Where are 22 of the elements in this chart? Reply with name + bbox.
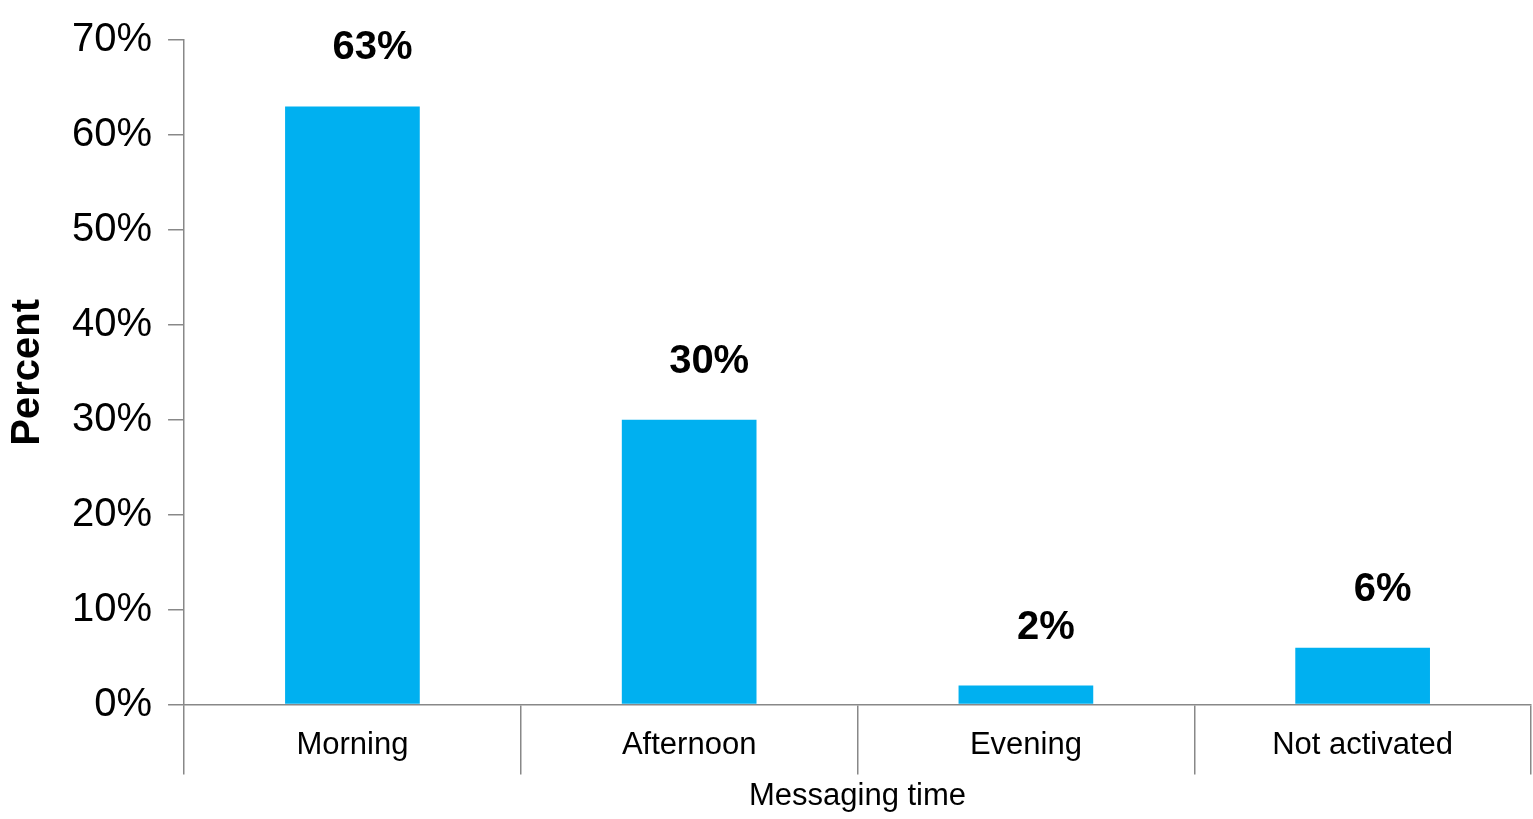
x-tick-label: Not activated xyxy=(1272,725,1454,761)
data-label: 63% xyxy=(332,23,413,68)
x-tick-label: Evening xyxy=(969,725,1082,761)
y-tick-label: 30% xyxy=(72,394,153,439)
x-axis-title: Messaging time xyxy=(748,776,967,812)
data-label: 6% xyxy=(1353,564,1412,609)
bar xyxy=(1295,647,1430,704)
bar xyxy=(285,106,420,704)
y-tick-label: 70% xyxy=(72,15,153,60)
y-tick-label: 50% xyxy=(72,204,153,249)
bar xyxy=(958,685,1094,704)
y-tick-label: 40% xyxy=(72,299,153,344)
x-tick-label: Afternoon xyxy=(621,725,757,761)
y-tick-label: 60% xyxy=(72,109,153,154)
x-tick-label: Morning xyxy=(296,725,409,761)
data-label: 30% xyxy=(669,336,750,381)
y-tick-label: 10% xyxy=(72,584,153,629)
y-axis-title: Percent xyxy=(3,298,48,446)
y-tick-label: 20% xyxy=(72,489,153,534)
data-label: 2% xyxy=(1016,602,1075,647)
bar xyxy=(621,419,757,704)
y-tick-label: 0% xyxy=(94,679,153,724)
